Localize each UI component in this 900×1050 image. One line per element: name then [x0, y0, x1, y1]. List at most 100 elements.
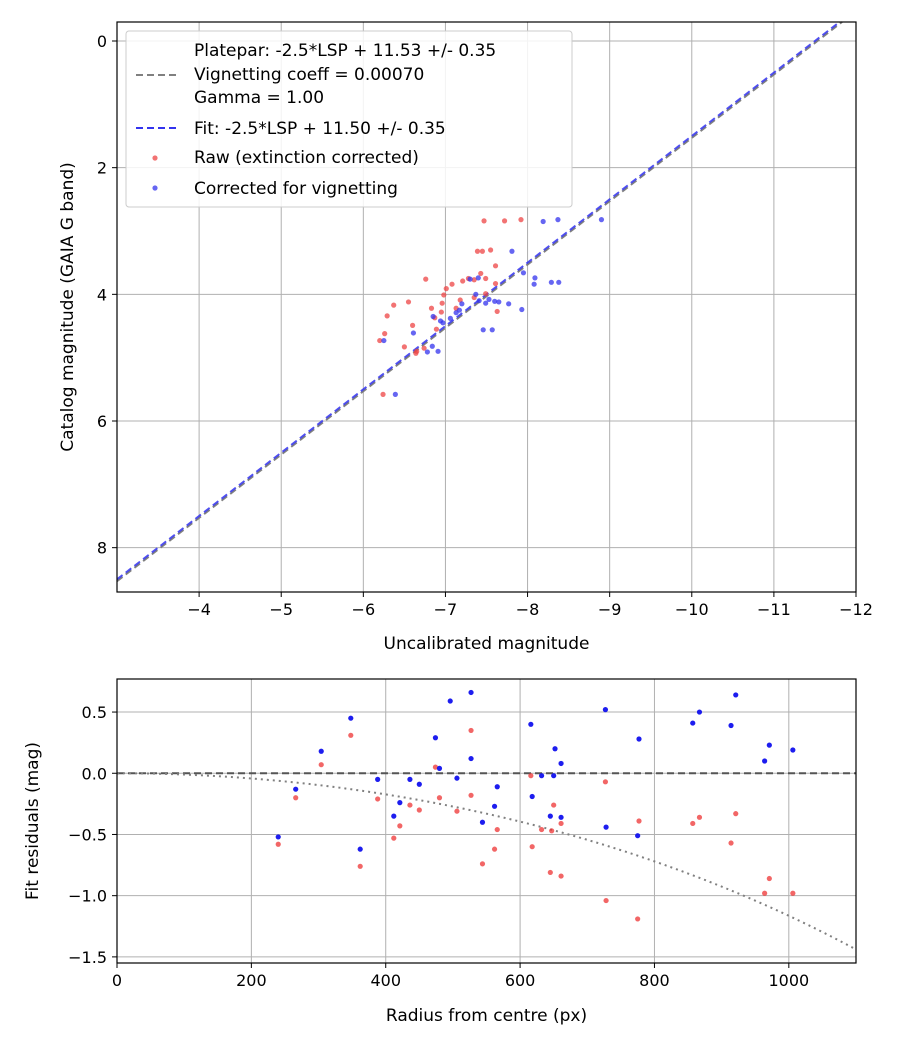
top-plot-frame [116, 21, 857, 593]
raw-residual-point [432, 764, 439, 770]
legend-platepar-label: Platepar: -2.5*LSP + 11.53 +/- 0.35 [194, 41, 496, 61]
corrected-residual-point [491, 803, 498, 809]
top-x-ticks: −4 −5 −6 −7 −8 −9 −10 −11 −12 [187, 592, 873, 619]
raw-residual-point [558, 820, 564, 827]
bottom-x-axis-label: Radius from centre (px) [386, 1006, 587, 1026]
corrected-point [496, 299, 502, 305]
corrected-residual-point [602, 707, 609, 713]
vignetting-curve [116, 772, 857, 951]
corrected-point [467, 276, 473, 282]
raw-point [494, 308, 500, 315]
raw-point [428, 305, 435, 311]
corrected-point [440, 320, 446, 326]
raw-point [433, 326, 440, 332]
corrected-point [556, 279, 562, 285]
raw-residual-point [790, 890, 796, 896]
bottom-chart: 0 200 400 600 800 1000 0.5 0.0 −0.5 −1.0 −1.5 Rad… [23, 678, 857, 1026]
raw-residual-point [416, 807, 422, 813]
legend-raw-swatch [152, 155, 158, 161]
raw-residual-point [397, 823, 403, 829]
bottom-x-tick-label: 600 [505, 971, 536, 990]
corrected-residual-point [293, 786, 299, 792]
corrected-residual-point [375, 776, 381, 782]
raw-point [483, 291, 489, 297]
legend-raw-label: Raw (extinction corrected) [194, 148, 419, 168]
corrected-point [486, 296, 492, 302]
raw-point [488, 247, 494, 253]
raw-residual-point [275, 841, 281, 847]
corrected-residual-point [552, 746, 558, 752]
raw-residual-point [454, 808, 460, 814]
top-x-tick-label: −11 [757, 600, 791, 619]
corrected-point [456, 307, 463, 313]
top-y-tick-label: 8 [97, 539, 107, 558]
raw-residual-point [538, 826, 545, 833]
raw-point [501, 218, 508, 224]
corrected-point [424, 349, 430, 355]
raw-residual-point [636, 818, 642, 824]
top-scatter-points [377, 217, 605, 397]
raw-point [492, 263, 499, 269]
raw-residual-point [407, 802, 413, 808]
raw-residual-point [733, 811, 739, 817]
corrected-point [548, 279, 554, 285]
raw-residual-point [491, 846, 498, 852]
corrected-residual-point [468, 755, 474, 762]
corrected-residual-point [636, 736, 642, 742]
top-y-tick-label: 0 [97, 32, 107, 51]
bottom-y-ticks: 0.5 0.0 −0.5 −1.0 −1.5 [68, 703, 117, 967]
corrected-point [483, 300, 489, 306]
legend: Platepar: -2.5*LSP + 11.53 +/- 0.35 Vign… [125, 30, 573, 208]
top-y-tick-label: 6 [97, 412, 107, 431]
raw-point [380, 391, 386, 397]
top-x-tick-label: −5 [269, 600, 293, 619]
corrected-residual-point [547, 813, 553, 819]
corrected-residual-point [538, 773, 545, 779]
corrected-point [520, 270, 527, 276]
corrected-residual-point [635, 833, 641, 839]
bottom-x-tick-label: 800 [639, 971, 670, 990]
top-x-tick-label: −10 [675, 600, 709, 619]
corrected-point [435, 348, 441, 354]
raw-point [401, 344, 407, 350]
corrected-residual-point [494, 784, 500, 790]
raw-point [384, 313, 390, 319]
corrected-point [506, 301, 512, 307]
raw-point [478, 270, 484, 277]
top-y-axis-label: Catalog magnitude (GAIA G band) [58, 162, 78, 452]
raw-point [460, 278, 466, 284]
raw-residual-point [547, 869, 553, 876]
raw-residual-point [762, 890, 768, 896]
bottom-y-tick-label: 0.5 [82, 703, 107, 722]
raw-point [443, 286, 449, 292]
raw-point [382, 331, 388, 337]
corrected-point [392, 391, 398, 397]
raw-residual-point [766, 875, 772, 882]
top-x-tick-label: −7 [434, 600, 458, 619]
corrected-residual-point [454, 775, 460, 781]
corrected-residual-point [407, 776, 413, 782]
bottom-y-tick-label: 0.0 [82, 764, 107, 783]
corrected-residual-point [529, 793, 535, 800]
corrected-point [410, 330, 417, 336]
raw-point [449, 281, 455, 287]
corrected-residual-point [733, 692, 739, 698]
bottom-y-tick-label: −0.5 [68, 825, 107, 844]
raw-point [481, 218, 487, 224]
raw-residual-point [468, 727, 474, 734]
bottom-x-tick-label: 1000 [768, 971, 809, 990]
raw-residual-point [479, 861, 486, 867]
corrected-residual-point [275, 834, 281, 840]
bottom-y-axis-label: Fit residuals (mag) [23, 742, 43, 900]
corrected-point [459, 301, 465, 307]
bottom-scatter-points [275, 689, 796, 922]
corrected-point [473, 291, 479, 297]
bottom-x-ticks: 0 200 400 600 800 1000 [112, 963, 809, 990]
corrected-residual-point [728, 722, 734, 729]
legend-corrected-label: Corrected for vignetting [194, 179, 398, 199]
raw-point [423, 276, 429, 282]
corrected-residual-point [436, 765, 443, 771]
raw-residual-point [375, 796, 381, 802]
corrected-residual-point [357, 846, 363, 852]
